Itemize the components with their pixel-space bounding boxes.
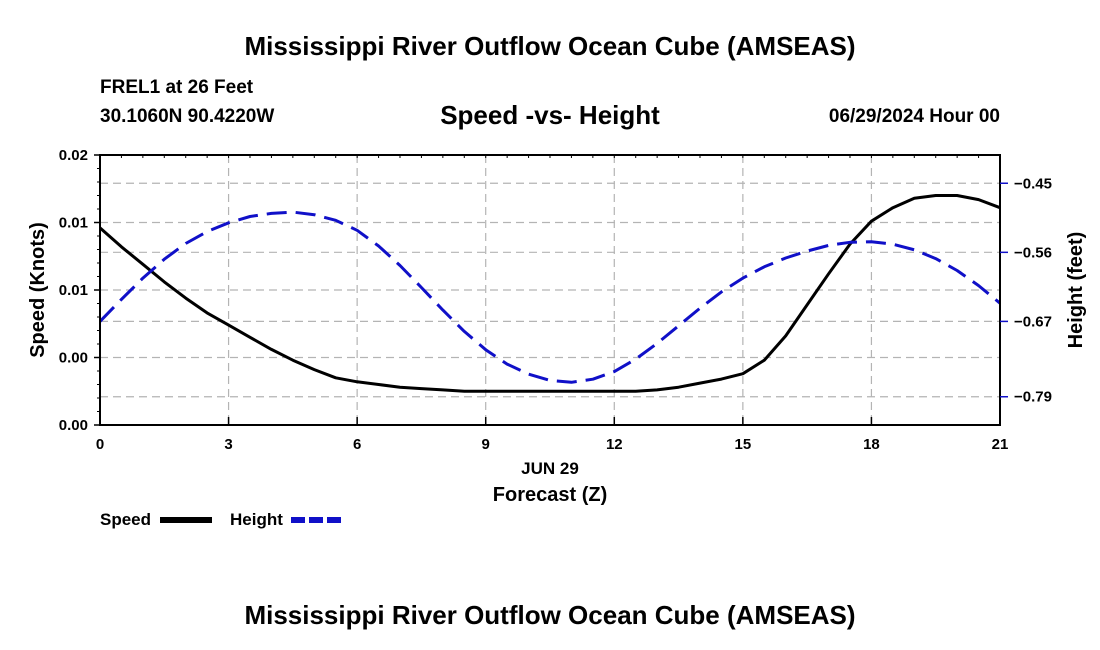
chart-subtitle: Speed -vs- Height bbox=[440, 100, 660, 130]
y-right-tick-label: −0.67 bbox=[1014, 313, 1052, 330]
x-tick-label: 0 bbox=[96, 436, 104, 453]
grid bbox=[100, 155, 1000, 425]
ticks: 0 3 6 9 12 15 18 21 0.00 0.00 0.01 0.01 0.02 −0.45 −0.… bbox=[59, 147, 1052, 453]
x-tick-label: 3 bbox=[224, 436, 232, 453]
y-left-tick-label: 0.00 bbox=[59, 417, 88, 434]
y-axis-left-label: Speed (Knots) bbox=[27, 222, 49, 358]
station-label: FREL1 at 26 Feet bbox=[100, 77, 254, 98]
location-label: 30.1060N 90.4220W bbox=[100, 106, 275, 127]
y-left-tick-label: 0.01 bbox=[59, 282, 88, 299]
chart-title: Mississippi River Outflow Ocean Cube (AM… bbox=[244, 31, 856, 61]
x-tick-label: 12 bbox=[606, 436, 623, 453]
x-axis-date-label: JUN 29 bbox=[521, 459, 579, 478]
y-right-tick-label: −0.79 bbox=[1014, 389, 1052, 406]
y-right-tick-label: −0.56 bbox=[1014, 244, 1052, 261]
y-left-tick-label: 0.02 bbox=[59, 147, 88, 164]
x-tick-label: 9 bbox=[482, 436, 490, 453]
legend-height-label: Height bbox=[230, 510, 283, 529]
height-series-line bbox=[98, 210, 1001, 384]
x-axis-label: Forecast (Z) bbox=[493, 484, 607, 506]
x-tick-label: 18 bbox=[863, 436, 880, 453]
y-left-tick-label: 0.00 bbox=[59, 350, 88, 367]
x-tick-label: 21 bbox=[992, 436, 1009, 453]
legend-speed-label: Speed bbox=[100, 510, 151, 529]
x-tick-label: 6 bbox=[353, 436, 361, 453]
y-left-tick-label: 0.01 bbox=[59, 215, 88, 232]
series-layer bbox=[98, 194, 1001, 393]
footer-title: Mississippi River Outflow Ocean Cube (AM… bbox=[244, 600, 856, 630]
datetime-label: 06/29/2024 Hour 00 bbox=[828, 106, 1000, 127]
speed-series-line bbox=[99, 194, 1001, 393]
x-tick-label: 15 bbox=[735, 436, 752, 453]
legend: Speed Height bbox=[100, 510, 343, 529]
y-right-tick-label: −0.45 bbox=[1014, 175, 1052, 192]
y-axis-right-label: Height (feet) bbox=[1065, 232, 1087, 349]
